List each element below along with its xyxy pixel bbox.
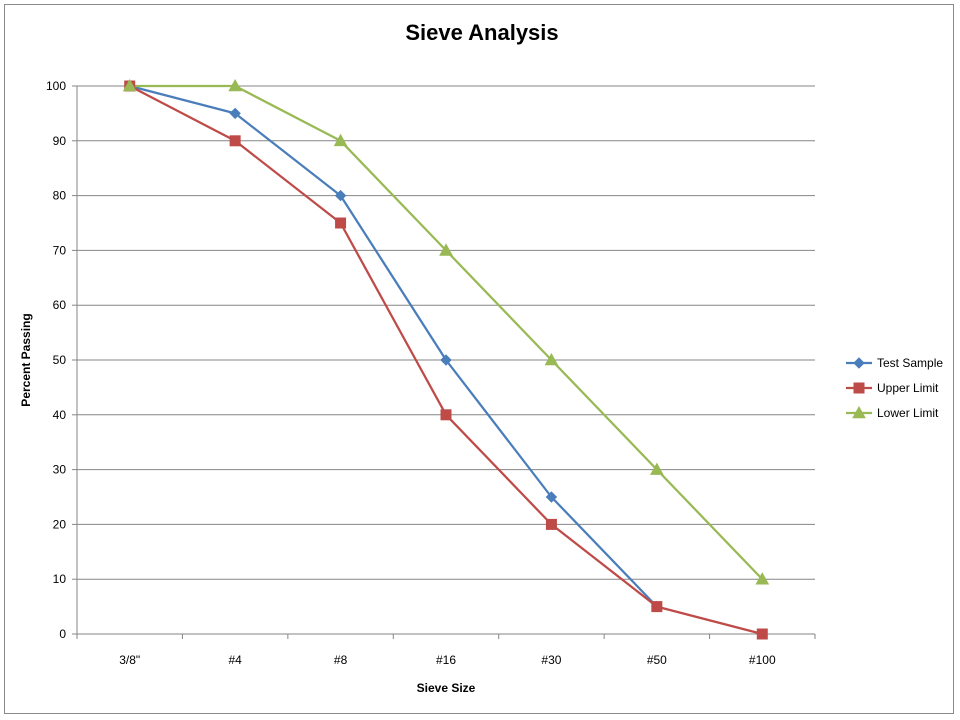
x-tick-label: #16 [436,653,456,667]
x-tick-label: #100 [749,653,776,667]
data-point-lower-limit [122,78,137,92]
data-point-lower-limit [439,243,453,256]
legend-marker-upper-limit [853,382,865,394]
x-tick-label: #30 [541,653,561,667]
x-axis-title: Sieve Size [417,681,476,695]
data-point-upper-limit [440,409,452,421]
data-point-test-sample [229,107,241,120]
data-point-upper-limit [651,601,663,613]
chart-title: Sieve Analysis [405,20,558,45]
chart-frame [4,4,954,714]
legend-label-lower-limit: Lower Limit [877,406,939,420]
y-tick-label: 40 [53,408,67,422]
data-point-lower-limit [755,572,770,585]
legend: Test Sample Upper Limit Lower Limit [846,356,943,420]
y-tick-label: 70 [53,243,67,257]
y-tick-label: 30 [53,463,67,477]
data-point-upper-limit [756,628,768,640]
legend-label-test-sample: Test Sample [877,356,943,370]
y-tick-label: 100 [46,79,66,93]
data-point-test-sample [440,354,452,366]
legend-label-upper-limit: Upper Limit [877,381,939,395]
data-point-lower-limit [544,352,559,366]
data-point-lower-limit [228,78,242,92]
data-point-test-sample [545,491,558,503]
y-tick-label: 0 [59,627,66,641]
series-line-lower-limit [129,84,764,580]
plot-area: 0 10 20 30 40 50 60 70 80 90 100 3/8" #4 #8 #16 #30 #50 #… [46,78,816,667]
legend-marker-lower-limit [852,405,866,419]
x-tick-label: 3/8" [119,653,140,667]
x-tick-label: #50 [647,653,667,667]
data-point-test-sample [334,189,347,202]
x-tick-label: #8 [334,653,348,667]
y-tick-label: 60 [53,298,67,312]
series-line-test-sample [129,84,658,608]
y-tick-label: 50 [53,353,67,367]
y-tick-label: 80 [53,189,67,203]
y-tick-label: 90 [53,134,67,148]
data-point-lower-limit [333,133,348,147]
data-point-upper-limit [335,217,347,229]
legend-marker-test-sample [853,357,865,369]
y-tick-label: 10 [53,572,67,586]
data-point-lower-limit [650,462,664,475]
x-tick-label: #4 [228,653,242,667]
data-point-upper-limit [229,135,241,147]
y-tick-label: 20 [53,517,67,531]
y-axis-title: Percent Passing [19,313,33,406]
data-point-upper-limit [545,518,557,530]
